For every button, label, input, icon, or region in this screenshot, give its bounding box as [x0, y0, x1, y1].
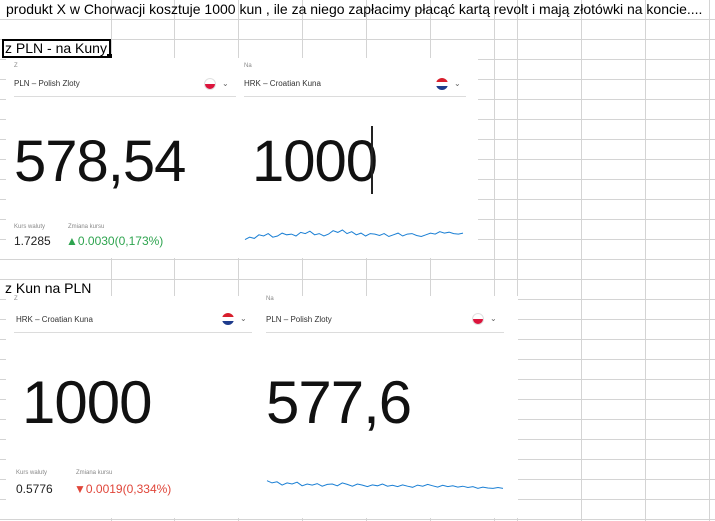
from-currency-select[interactable]: PLN – Polish Zloty [14, 79, 80, 88]
rate-sparkline-chart [244, 229, 464, 241]
croatia-flag-icon [222, 313, 234, 325]
text-cursor [371, 126, 373, 194]
rate-label: Kurs waluty [16, 470, 48, 476]
rate-label: Kurs waluty [14, 224, 46, 230]
currency-converter-hrk-to-pln: Z HRK – Croatian Kuna ⌄ Na PLN – Polish … [6, 296, 518, 518]
chevron-down-icon[interactable]: ⌄ [222, 79, 229, 88]
currency-converter-pln-to-hrk: Z PLN – Polish Zloty ⌄ Na HRK – Croatian… [6, 58, 478, 258]
from-label: Z [14, 296, 18, 302]
chevron-down-icon[interactable]: ⌄ [240, 314, 247, 323]
rate-sparkline-chart [266, 480, 504, 489]
rate-value: 1.7285 [14, 234, 51, 248]
sparkline-path [266, 480, 504, 489]
section1-label-cell[interactable]: z PLN - na Kuny [5, 40, 107, 56]
section2-label-cell[interactable]: z Kun na PLN [5, 280, 92, 296]
change-label: Zmiana kursu [68, 224, 105, 230]
chevron-down-icon[interactable]: ⌄ [490, 314, 497, 323]
sparkline-path [244, 229, 464, 241]
from-label: Z [14, 63, 18, 69]
poland-flag-icon [204, 78, 216, 90]
change-value: ▼0.0019(0,334%) [74, 482, 172, 496]
arrow-down-icon: ▼ [74, 482, 86, 496]
from-amount-input[interactable]: 578,54 [14, 129, 186, 194]
rate-value: 0.5776 [16, 482, 53, 496]
chevron-down-icon[interactable]: ⌄ [454, 79, 461, 88]
sheet-title-cell[interactable]: produkt X w Chorwacji kosztuje 1000 kun … [6, 1, 703, 17]
from-currency-select[interactable]: HRK – Croatian Kuna [16, 315, 93, 324]
to-label: Na [244, 63, 252, 69]
change-value: ▲0.0030(0,173%) [66, 234, 164, 248]
arrow-up-icon: ▲ [66, 234, 78, 248]
to-currency-select[interactable]: HRK – Croatian Kuna [244, 79, 321, 88]
change-label: Zmiana kursu [76, 470, 113, 476]
to-amount-input[interactable]: 1000 [252, 129, 378, 194]
poland-flag-icon [472, 313, 484, 325]
croatia-flag-icon [436, 78, 448, 90]
from-amount-input[interactable]: 1000 [22, 369, 152, 436]
fill-handle[interactable] [107, 54, 112, 59]
to-currency-select[interactable]: PLN – Polish Zloty [266, 315, 332, 324]
to-amount-input[interactable]: 577,6 [266, 369, 412, 436]
selected-cell-border[interactable] [2, 39, 111, 58]
to-label: Na [266, 296, 274, 302]
